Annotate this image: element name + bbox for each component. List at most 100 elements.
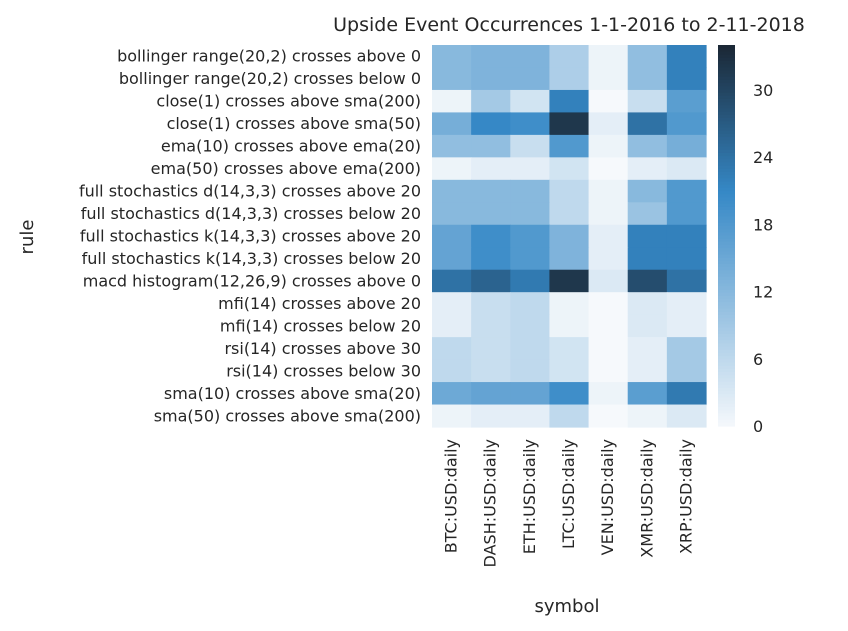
heatmap-cell [432,292,472,316]
colorbar-tick-label: 18 [753,215,773,234]
heatmap-cell [471,269,511,293]
colorbar-segment [718,362,735,367]
colorbar-segment [718,57,735,62]
heatmap-cell [471,359,511,383]
y-tick-label: sma(10) crosses above sma(20) [164,384,421,403]
heatmap-cell [510,382,551,406]
heatmap-cell [627,157,668,181]
heatmap-cell [627,269,668,293]
heatmap-cell [471,224,511,248]
heatmap-cell [627,202,668,226]
colorbar-segment [718,321,735,325]
y-tick-label: bollinger range(20,2) crosses above 0 [117,47,421,66]
heatmap-cell [549,67,590,91]
heatmap-cell [666,89,707,114]
heatmap-cell [471,179,511,203]
colorbar-tick-label: 0 [753,417,763,436]
colorbar-segment [718,305,735,310]
y-tick-label: mfi(14) crosses below 20 [220,316,421,335]
colorbar-segment [718,340,735,345]
y-tick-label: sma(50) crosses above sma(200) [154,406,421,425]
heatmap-cell [471,247,511,271]
colorbar-segment [718,187,735,192]
heatmap-cell [432,157,472,181]
colorbar-segment [718,121,735,125]
heatmap-cell [510,45,551,69]
colorbar-segment [718,114,735,119]
heatmap-cell [510,337,551,361]
heatmap-cell [510,157,551,181]
heatmap-cell [666,292,707,316]
colorbar-segment [718,127,735,132]
heatmap-cell [627,179,668,203]
colorbar-segment [718,184,735,189]
colorbar-segment [718,83,735,87]
heatmap-cell [666,179,707,203]
colorbar-segment [718,365,735,370]
colorbar-segment [718,422,735,427]
heatmap-cell [471,202,511,226]
heatmap-cell [432,359,472,383]
colorbar-segment [718,235,735,240]
heatmap-cell [471,382,511,406]
y-tick-label: ema(10) crosses above ema(20) [161,137,421,156]
colorbar-segment [718,346,735,351]
colorbar-segment [718,168,735,173]
colorbar-segment [718,375,735,379]
heatmap-cell [432,112,472,136]
heatmap-cell [471,134,511,158]
colorbar-segment [718,356,735,360]
colorbar-tick-label: 12 [753,283,773,302]
heatmap-cells [432,45,707,428]
colorbar-segment [718,54,735,59]
heatmap-cell [588,157,629,181]
heatmap-cell [588,382,629,406]
colorbar-segment [718,51,735,56]
colorbar-segment [718,419,735,424]
colorbar-segment [718,203,735,208]
colorbar-segment [718,98,735,103]
heatmap-cell [432,337,472,361]
heatmap-cell [666,134,707,158]
colorbar-segment [718,397,735,402]
colorbar-segment [718,133,735,138]
colorbar-segment [718,45,735,49]
colorbar-segment [718,251,735,256]
y-tick-label: bollinger range(20,2) crosses below 0 [119,69,421,88]
heatmap-cell [471,89,511,114]
colorbar-segment [718,314,735,319]
colorbar-segment [718,200,735,205]
x-tick-labels: BTC:USD:daily DASH:USD:daily ETH:USD:daily… [442,439,696,567]
colorbar-segment [718,118,735,122]
colorbar-segment [718,292,735,297]
colorbar-segment [718,152,735,157]
heatmap-cell [549,224,590,248]
heatmap-cell [510,224,551,248]
colorbar-segment [718,283,735,287]
heatmap-cell [588,67,629,91]
x-tick-label: ETH:USD:daily [520,439,539,554]
y-tick-label: macd histogram(12,26,9) crosses above 0 [83,271,421,290]
heatmap-cell [588,179,629,203]
heatmap-cell [432,314,472,338]
colorbar-segment [718,318,735,322]
heatmap-cell [549,247,590,271]
colorbar-segment [718,229,735,233]
colorbar-segment [718,333,735,338]
y-tick-label: ema(50) crosses above ema(200) [151,159,421,178]
y-axis-label: rule [17,220,38,255]
colorbar-segment [718,149,735,154]
heatmap-cell [666,67,707,91]
heatmap-cell [471,112,511,136]
colorbar-segment [718,302,735,306]
heatmap-cell [510,247,551,271]
colorbar-segment [718,70,735,75]
heatmap-cell [471,337,511,361]
colorbar-segment [718,337,735,341]
colorbar-segment [718,381,735,386]
heatmap-cell [627,67,668,91]
colorbar-segment [718,372,735,376]
colorbar-segment [718,299,735,303]
heatmap-cell [627,45,668,69]
colorbar-segment [718,232,735,237]
